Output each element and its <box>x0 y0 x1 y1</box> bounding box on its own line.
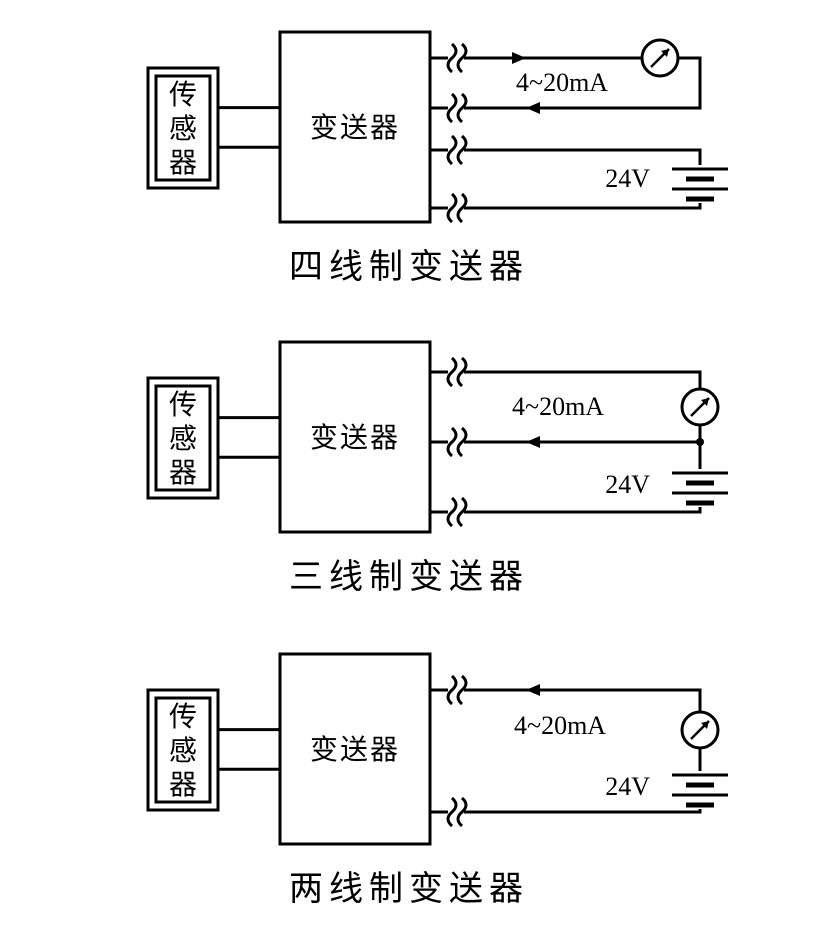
wire-break-icon <box>448 428 466 456</box>
battery-icon <box>672 473 728 503</box>
sensor-label: 感 <box>169 423 197 455</box>
wire-break-icon <box>448 498 466 526</box>
page-root: { "colors": { "bg": "#ffffff", "stroke":… <box>0 0 818 949</box>
sensor-label: 器 <box>169 148 197 179</box>
battery-icon <box>672 169 728 199</box>
signal-label: 4~20mA <box>514 711 606 740</box>
power-label: 24V <box>605 470 650 499</box>
signal-label: 4~20mA <box>516 68 608 97</box>
ammeter-icon <box>682 712 718 748</box>
wire-break-icon <box>448 94 466 122</box>
caption: 两线制变送器 <box>289 870 529 908</box>
wire-break-icon <box>448 44 466 72</box>
wire-break-icon <box>448 358 466 386</box>
sensor-label: 传 <box>169 79 197 111</box>
sensor-label: 器 <box>169 458 197 489</box>
caption: 四线制变送器 <box>289 248 529 286</box>
wire-break-icon <box>448 676 466 704</box>
diagram-two-wire: 传感器 变送器 4~20mA 24V 两线制变送器 <box>148 654 728 908</box>
caption: 三线制变送器 <box>289 558 529 596</box>
signal-label: 4~20mA <box>512 392 604 421</box>
power-label: 24V <box>605 164 650 193</box>
transmitter-label: 变送器 <box>310 422 400 454</box>
wire-break-icon <box>448 798 466 826</box>
ammeter-icon <box>682 389 718 425</box>
flow-arrow-icon <box>526 684 540 696</box>
wire-break-icon <box>448 194 466 222</box>
diagram-canvas: 传感器变送器4~20mA24V四线制变送器传感器变送器4~20mA24V三线制变… <box>0 0 818 949</box>
sensor-label: 传 <box>169 389 197 421</box>
sensor-label: 感 <box>169 113 197 145</box>
flow-arrow-icon <box>526 102 540 114</box>
wire-break-icon <box>448 136 466 164</box>
diagram-four-wire: 传感器 变送器 4~20mA 24V 四线制变送器 <box>148 32 728 286</box>
diagram-three-wire: 传感器 变送器 4~20mA 24V 三线制变送器 <box>148 342 728 596</box>
ammeter-icon <box>642 40 678 76</box>
flow-arrow-icon <box>526 436 540 448</box>
power-label: 24V <box>605 772 650 801</box>
battery-icon <box>672 775 728 805</box>
flow-arrow-icon <box>512 52 526 64</box>
sensor-label: 感 <box>169 735 197 767</box>
transmitter-label: 变送器 <box>310 734 400 766</box>
sensor-label: 传 <box>169 701 197 733</box>
sensor-label: 器 <box>169 770 197 801</box>
transmitter-label: 变送器 <box>310 112 400 144</box>
